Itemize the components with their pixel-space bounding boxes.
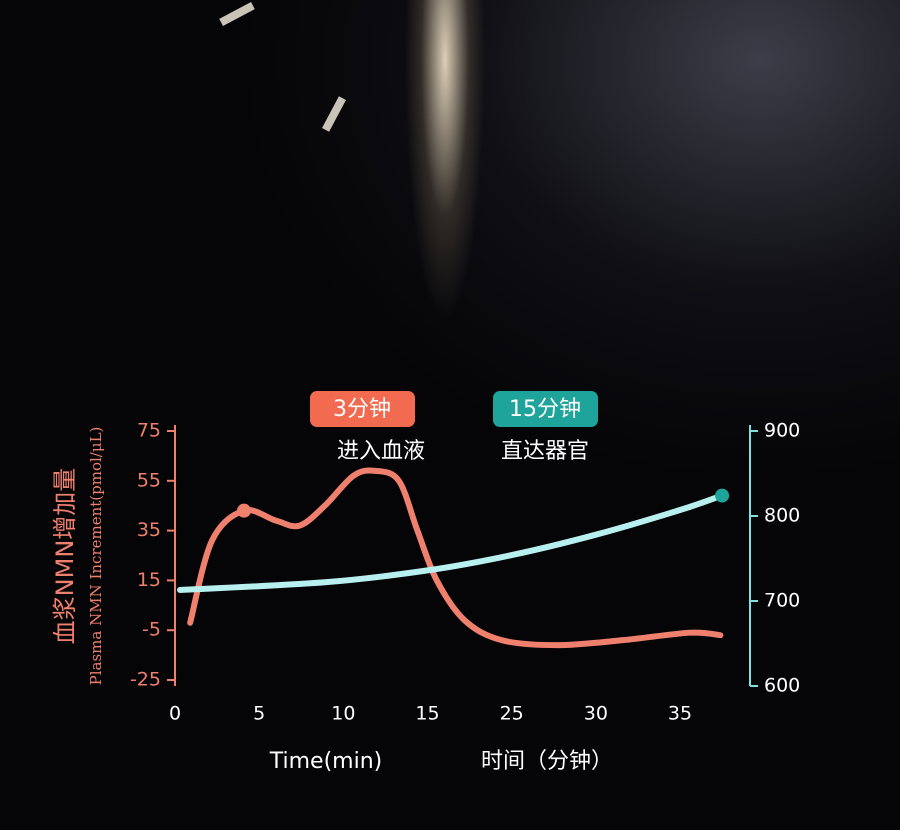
- marker: [237, 503, 252, 518]
- x-tick-label: 25: [500, 703, 524, 725]
- annotation: 3分钟: [333, 397, 391, 422]
- x-tick-label: 10: [331, 703, 355, 725]
- marker: [715, 488, 730, 503]
- y-tick-label: 15: [137, 569, 161, 591]
- annotation: 15分钟: [509, 397, 581, 422]
- y2-tick-label: 600: [764, 675, 800, 697]
- y2-tick-label: 800: [764, 505, 800, 527]
- y-tick-label: 55: [137, 469, 161, 491]
- y2-tick-label: 700: [764, 590, 800, 612]
- y2-tick-label: 900: [764, 420, 800, 442]
- x-tick-label: 15: [415, 703, 439, 725]
- line: [177, 492, 726, 593]
- annotation-box: [310, 391, 415, 427]
- x-tick-label: 0: [169, 703, 181, 725]
- x-tick-label: 5: [253, 703, 265, 725]
- y-tick-label: -5: [142, 619, 161, 641]
- x-tick-label: 35: [668, 703, 692, 725]
- annotation: 直达器官: [501, 439, 589, 464]
- y-tick-label: 75: [137, 420, 161, 442]
- decor-capsule: [322, 96, 346, 132]
- y-tick-label: 35: [137, 519, 161, 541]
- y-axis-subtitle: Plasma NMN Increment(pmol/μL): [87, 427, 105, 686]
- x-tick-label: 30: [584, 703, 608, 725]
- y-tick-label: -25: [130, 669, 161, 691]
- decor-capsule: [219, 2, 255, 26]
- line: [187, 467, 724, 649]
- x-axis-subtitle: 时间（分钟）: [481, 749, 613, 774]
- annotation: 进入血液: [337, 439, 425, 464]
- x-axis-title: Time(min): [269, 749, 383, 774]
- annotation-box: [493, 391, 598, 427]
- y-axis-title: 血浆NMN增加量: [51, 468, 79, 645]
